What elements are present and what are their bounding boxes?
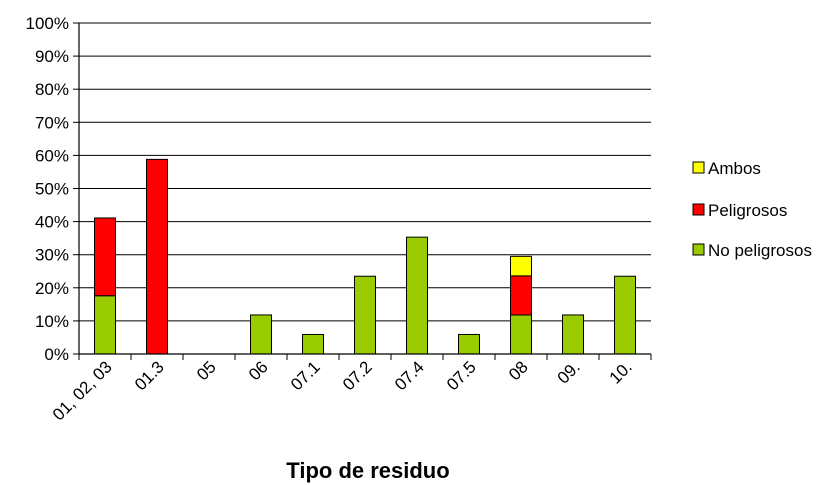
bar-no-peligrosos (510, 314, 532, 355)
legend-label: No peligrosos (708, 241, 812, 260)
y-tick-label: 40% (35, 213, 69, 232)
x-tick-label: 07.2 (339, 357, 376, 394)
y-tick-labels: 0% 10% 20% 30% 40% 50% 60% 70% 80% 90% 100% (26, 14, 69, 364)
x-tick-label: 01.3 (131, 357, 168, 394)
legend-swatch (692, 161, 705, 174)
y-tick-label: 30% (35, 246, 69, 265)
bar-no-peligrosos (302, 333, 324, 355)
x-tick-label: 07.4 (391, 357, 428, 394)
y-tick-label: 60% (35, 146, 69, 165)
bar-no-peligrosos (458, 333, 480, 355)
y-tick-label: 90% (35, 47, 69, 66)
legend-swatch (692, 243, 705, 256)
y-tick-label: 100% (26, 14, 69, 33)
y-tick-label: 20% (35, 279, 69, 298)
y-tick-label: 10% (35, 312, 69, 331)
y-tick-label: 0% (44, 345, 69, 364)
bar-peligrosos (146, 158, 168, 355)
x-tick-label: 06 (245, 357, 272, 384)
x-tick-label: 09. (554, 357, 584, 387)
x-tick-label: 10. (606, 357, 636, 387)
x-tick-labels: 01, 02, 03 01.3 05 06 07.1 07.2 07.4 07.5 08 09. 1… (49, 357, 636, 424)
legend-label: Ambos (708, 159, 761, 178)
y-tick-label: 50% (35, 180, 69, 199)
x-tick-label: 07.5 (443, 357, 480, 394)
legend-swatch (692, 203, 705, 216)
bar-no-peligrosos (250, 314, 272, 355)
x-tick-label: 05 (193, 357, 220, 384)
x-axis-title: Tipo de residuo (286, 458, 449, 483)
y-tick-label: 70% (35, 113, 69, 132)
bar-no-peligrosos (354, 275, 376, 355)
bar-no-peligrosos (406, 236, 428, 355)
bars (94, 158, 636, 355)
legend: Ambos Peligrosos No peligrosos (692, 159, 812, 260)
y-tick-label: 80% (35, 80, 69, 99)
bar-no-peligrosos (562, 314, 584, 355)
x-tick-label: 08 (505, 357, 532, 384)
legend-label: Peligrosos (708, 201, 787, 220)
bar-no-peligrosos (94, 295, 116, 355)
x-tick-label: 07.1 (287, 357, 324, 394)
axes (78, 23, 652, 360)
bar-peligrosos (94, 217, 116, 297)
bar-peligrosos (510, 275, 532, 316)
x-tick-label: 01, 02, 03 (49, 357, 116, 424)
bar-ambos (510, 255, 532, 277)
bar-no-peligrosos (614, 275, 636, 355)
